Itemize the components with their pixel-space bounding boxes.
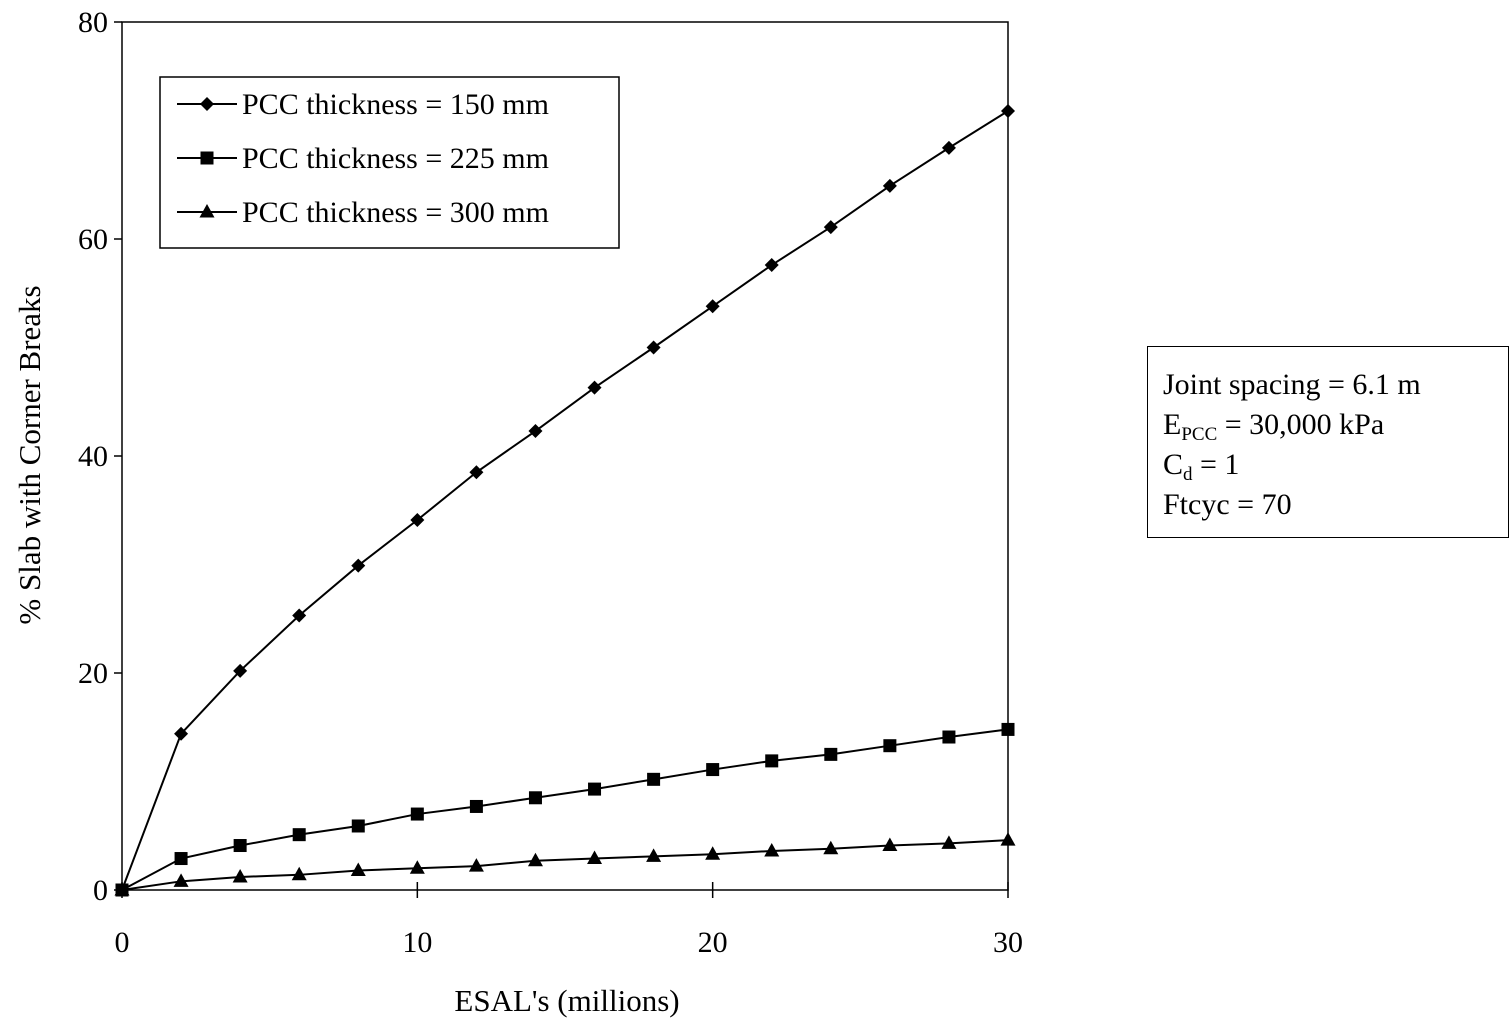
data-point-diamond	[882, 178, 897, 193]
data-point-square	[706, 763, 720, 777]
series-triangle	[114, 832, 1016, 896]
y-tick-label: 60	[78, 223, 108, 256]
data-point-diamond	[174, 726, 189, 741]
data-point-square	[765, 754, 779, 768]
data-point-square	[1001, 722, 1015, 736]
legend-items: PCC thickness = 150 mm PCC thickness = 22…	[177, 88, 549, 229]
series-layer	[114, 103, 1016, 897]
data-point-square	[883, 739, 897, 753]
data-point-triangle	[705, 846, 721, 860]
data-point-diamond	[941, 140, 956, 155]
legend-marker-diamond	[200, 97, 214, 111]
y-axis-title: % Slab with Corner Breaks	[12, 285, 47, 624]
data-point-square	[528, 791, 542, 805]
data-point-diamond	[1001, 103, 1015, 118]
data-point-diamond	[823, 220, 838, 235]
data-point-square	[174, 852, 188, 866]
data-point-diamond	[587, 380, 602, 395]
data-point-triangle	[409, 860, 425, 874]
x-tick-label: 0	[115, 926, 130, 959]
legend: PCC thickness = 150 mm PCC thickness = 22…	[159, 76, 620, 249]
data-point-diamond	[469, 465, 484, 480]
legend-label: PCC thickness = 225 mm	[242, 142, 549, 175]
legend-item: PCC thickness = 225 mm	[177, 142, 549, 175]
data-point-triangle	[173, 873, 189, 887]
x-axis-title: ESAL's (millions)	[454, 983, 679, 1018]
data-point-diamond	[292, 608, 307, 623]
series-line	[121, 110, 1009, 891]
data-point-square	[410, 807, 424, 821]
data-point-triangle	[350, 862, 366, 876]
y-tick-label: 0	[93, 874, 108, 907]
legend-marker-square	[200, 151, 214, 165]
note-cd: Cd = 1	[1163, 448, 1240, 485]
x-tick-label: 30	[993, 926, 1023, 959]
y-tick-label: 20	[78, 657, 108, 690]
y-tick-label: 80	[78, 6, 108, 39]
data-point-triangle	[823, 840, 839, 855]
data-point-diamond	[646, 340, 661, 355]
data-point-triangle	[1000, 832, 1016, 846]
legend-label: PCC thickness = 150 mm	[242, 88, 549, 121]
legend-marker-triangle	[199, 204, 215, 218]
data-point-square	[292, 828, 306, 842]
series-line	[121, 839, 1009, 891]
legend-label: PCC thickness = 300 mm	[242, 196, 549, 229]
x-tick-label: 10	[402, 926, 432, 959]
data-point-triangle	[882, 837, 898, 852]
series-line	[121, 728, 1009, 891]
data-point-square	[824, 747, 838, 761]
note-ftcyc: Ftcyc = 70	[1163, 488, 1292, 521]
legend-box	[159, 76, 620, 249]
y-tick-label: 40	[78, 440, 108, 473]
legend-item: PCC thickness = 150 mm	[177, 88, 549, 121]
data-point-triangle	[527, 852, 543, 867]
data-point-square	[647, 772, 661, 786]
data-point-triangle	[114, 882, 130, 896]
series-square	[115, 722, 1015, 897]
note-joint-spacing: Joint spacing = 6.1 m	[1163, 368, 1421, 401]
data-point-diamond	[764, 258, 779, 273]
data-point-square	[469, 799, 483, 813]
data-point-triangle	[587, 850, 603, 865]
data-point-diamond	[233, 663, 248, 678]
data-point-triangle	[646, 848, 662, 862]
axis-tick-labels: 0 20 40 60 80 0 10 20 30	[78, 6, 1023, 959]
data-point-square	[233, 839, 247, 853]
data-point-diamond	[705, 299, 720, 314]
data-point-diamond	[528, 424, 543, 439]
data-point-square	[942, 730, 956, 744]
x-tick-label: 20	[698, 926, 728, 959]
note-epcc: EPCC = 30,000 kPa	[1163, 408, 1385, 445]
data-point-square	[351, 819, 365, 833]
data-point-triangle	[468, 858, 484, 872]
data-point-square	[588, 782, 602, 796]
parameter-note-box: Joint spacing = 6.1 m EPCC = 30,000 kPa …	[1147, 346, 1509, 538]
data-point-diamond	[351, 558, 366, 573]
data-point-triangle	[764, 842, 780, 857]
legend-item: PCC thickness = 300 mm	[177, 196, 549, 229]
data-point-triangle	[941, 835, 957, 849]
series-diamond	[115, 103, 1015, 897]
data-point-diamond	[410, 513, 425, 528]
data-point-triangle	[232, 868, 248, 883]
data-point-triangle	[291, 866, 307, 881]
